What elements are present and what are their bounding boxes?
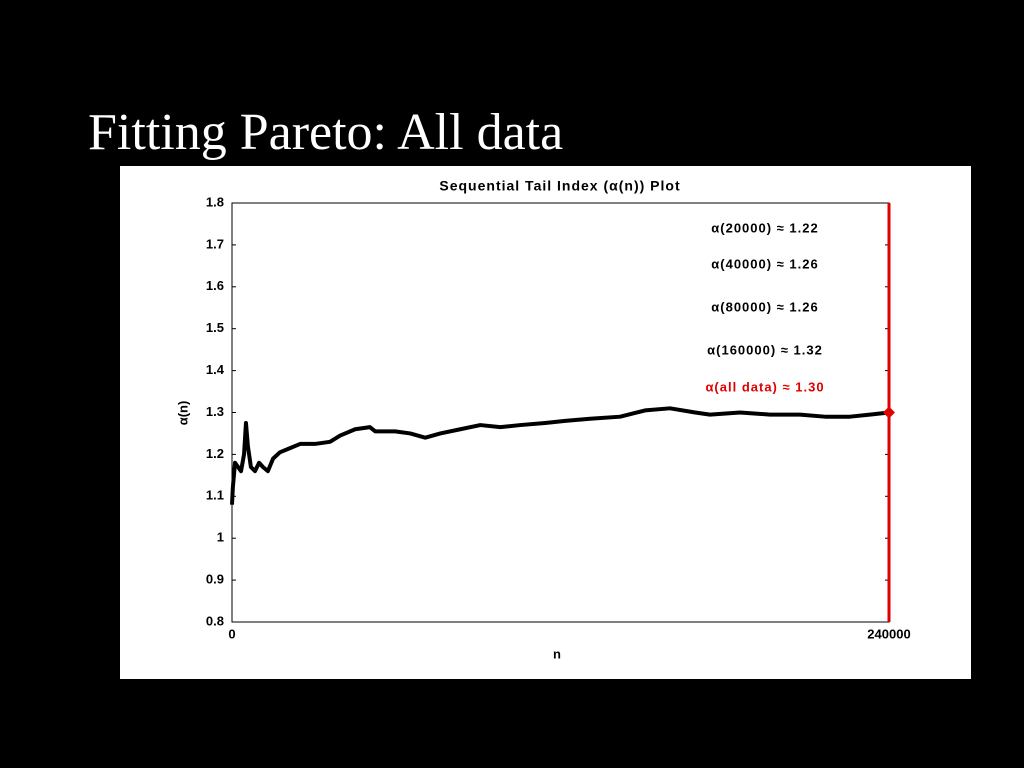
annotation: α(all data) ≈ 1.30 [705, 379, 824, 394]
annotation: α(20000) ≈ 1.22 [711, 220, 818, 235]
y-tick-label: 0.9 [206, 572, 224, 587]
y-tick-label: 1.3 [206, 404, 224, 419]
y-tick-label: 1.4 [206, 362, 225, 377]
y-tick-label: 1.8 [206, 194, 224, 209]
x-tick-label: 0 [228, 626, 235, 641]
y-tick-label: 1.6 [206, 278, 224, 293]
data-line [230, 406, 890, 505]
highlight-point [883, 406, 895, 419]
y-tick-label: 1.5 [206, 320, 224, 335]
x-axis-label: n [553, 646, 561, 661]
y-tick-label: 1.1 [206, 488, 224, 503]
x-tick-label: 240000 [867, 626, 910, 641]
y-axis-label: α(n) [175, 401, 190, 426]
annotation: α(40000) ≈ 1.26 [711, 256, 818, 271]
slide-title: Fitting Pareto: All data [88, 104, 563, 161]
annotation: α(80000) ≈ 1.26 [711, 299, 818, 314]
y-tick-label: 1.7 [206, 236, 224, 251]
y-tick-label: 1.2 [206, 446, 224, 461]
y-tick-label: 1 [217, 530, 224, 545]
y-tick-label: 0.8 [206, 613, 224, 628]
chart-title: Sequential Tail Index (α(n)) Plot [439, 178, 680, 194]
annotation: α(160000) ≈ 1.32 [707, 342, 823, 357]
